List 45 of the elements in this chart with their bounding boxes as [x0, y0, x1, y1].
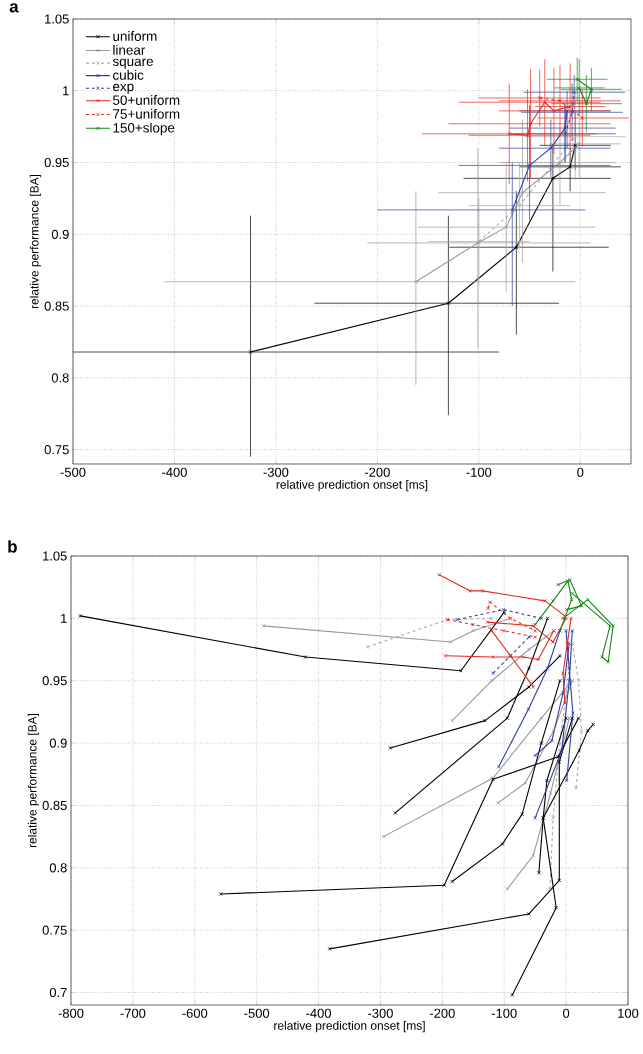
legend-label: 75+uniform [113, 108, 180, 119]
legend-label: linear [113, 44, 146, 55]
x-tick-label: 0 [577, 467, 584, 477]
x-tick-label: -500 [60, 467, 86, 477]
x-tick-label: -200 [429, 1008, 455, 1018]
y-axis-title: relative performance [BA] [27, 713, 39, 848]
y-tick-label: 0.95 [42, 676, 67, 686]
y-tick-label: 0.85 [44, 301, 69, 311]
y-tick-label: 0.75 [42, 925, 67, 935]
y-tick-label: 0.9 [49, 738, 67, 748]
chart-title: b [8, 540, 17, 553]
legend-label: 150+slope [113, 122, 175, 136]
y-tick-label: 0.95 [44, 157, 69, 168]
y-tick-label: 1.05 [45, 14, 69, 24]
legend-label: square [112, 58, 153, 69]
x-tick-label: -100 [491, 1008, 517, 1018]
x-tick-label: -800 [58, 1008, 84, 1018]
y-tick-label: 0.75 [44, 445, 69, 455]
y-tick-label: 0.8 [51, 373, 69, 383]
x-tick-label: -300 [368, 1008, 393, 1018]
chart-title: a [9, 3, 19, 13]
y-tick-label: 0.85 [42, 800, 67, 811]
x-tick-label: -600 [182, 1008, 208, 1018]
y-tick-label: 1 [61, 613, 67, 623]
legend-label: 50+uniform [112, 95, 180, 105]
legend-label: cubic [113, 69, 144, 80]
y-tick-label: 0.9 [51, 229, 69, 239]
x-tick-label: -400 [162, 467, 187, 477]
x-tick-label: -500 [244, 1008, 270, 1018]
y-tick-label: 0.7 [49, 987, 67, 998]
legend-label: exp [113, 83, 134, 94]
y-tick-label: 1 [63, 86, 69, 96]
x-tick-label: 100 [618, 1008, 639, 1018]
y-tick-label: 1.05 [43, 551, 67, 561]
x-axis-title: relative prediction onset [ms] [276, 480, 428, 492]
x-tick-label: 0 [563, 1008, 570, 1018]
y-tick-label: 0.8 [49, 863, 67, 873]
legend-label: uniform [113, 31, 157, 41]
y-axis-title: relative performance [BA] [29, 174, 41, 309]
x-tick-label: -200 [364, 467, 390, 477]
x-tick-label: -100 [466, 467, 492, 477]
x-tick-label: -700 [120, 1008, 146, 1018]
x-tick-label: -400 [306, 1008, 332, 1018]
x-axis-title: relative prediction onset [ms] [274, 1021, 425, 1033]
x-tick-label: -300 [263, 467, 289, 477]
